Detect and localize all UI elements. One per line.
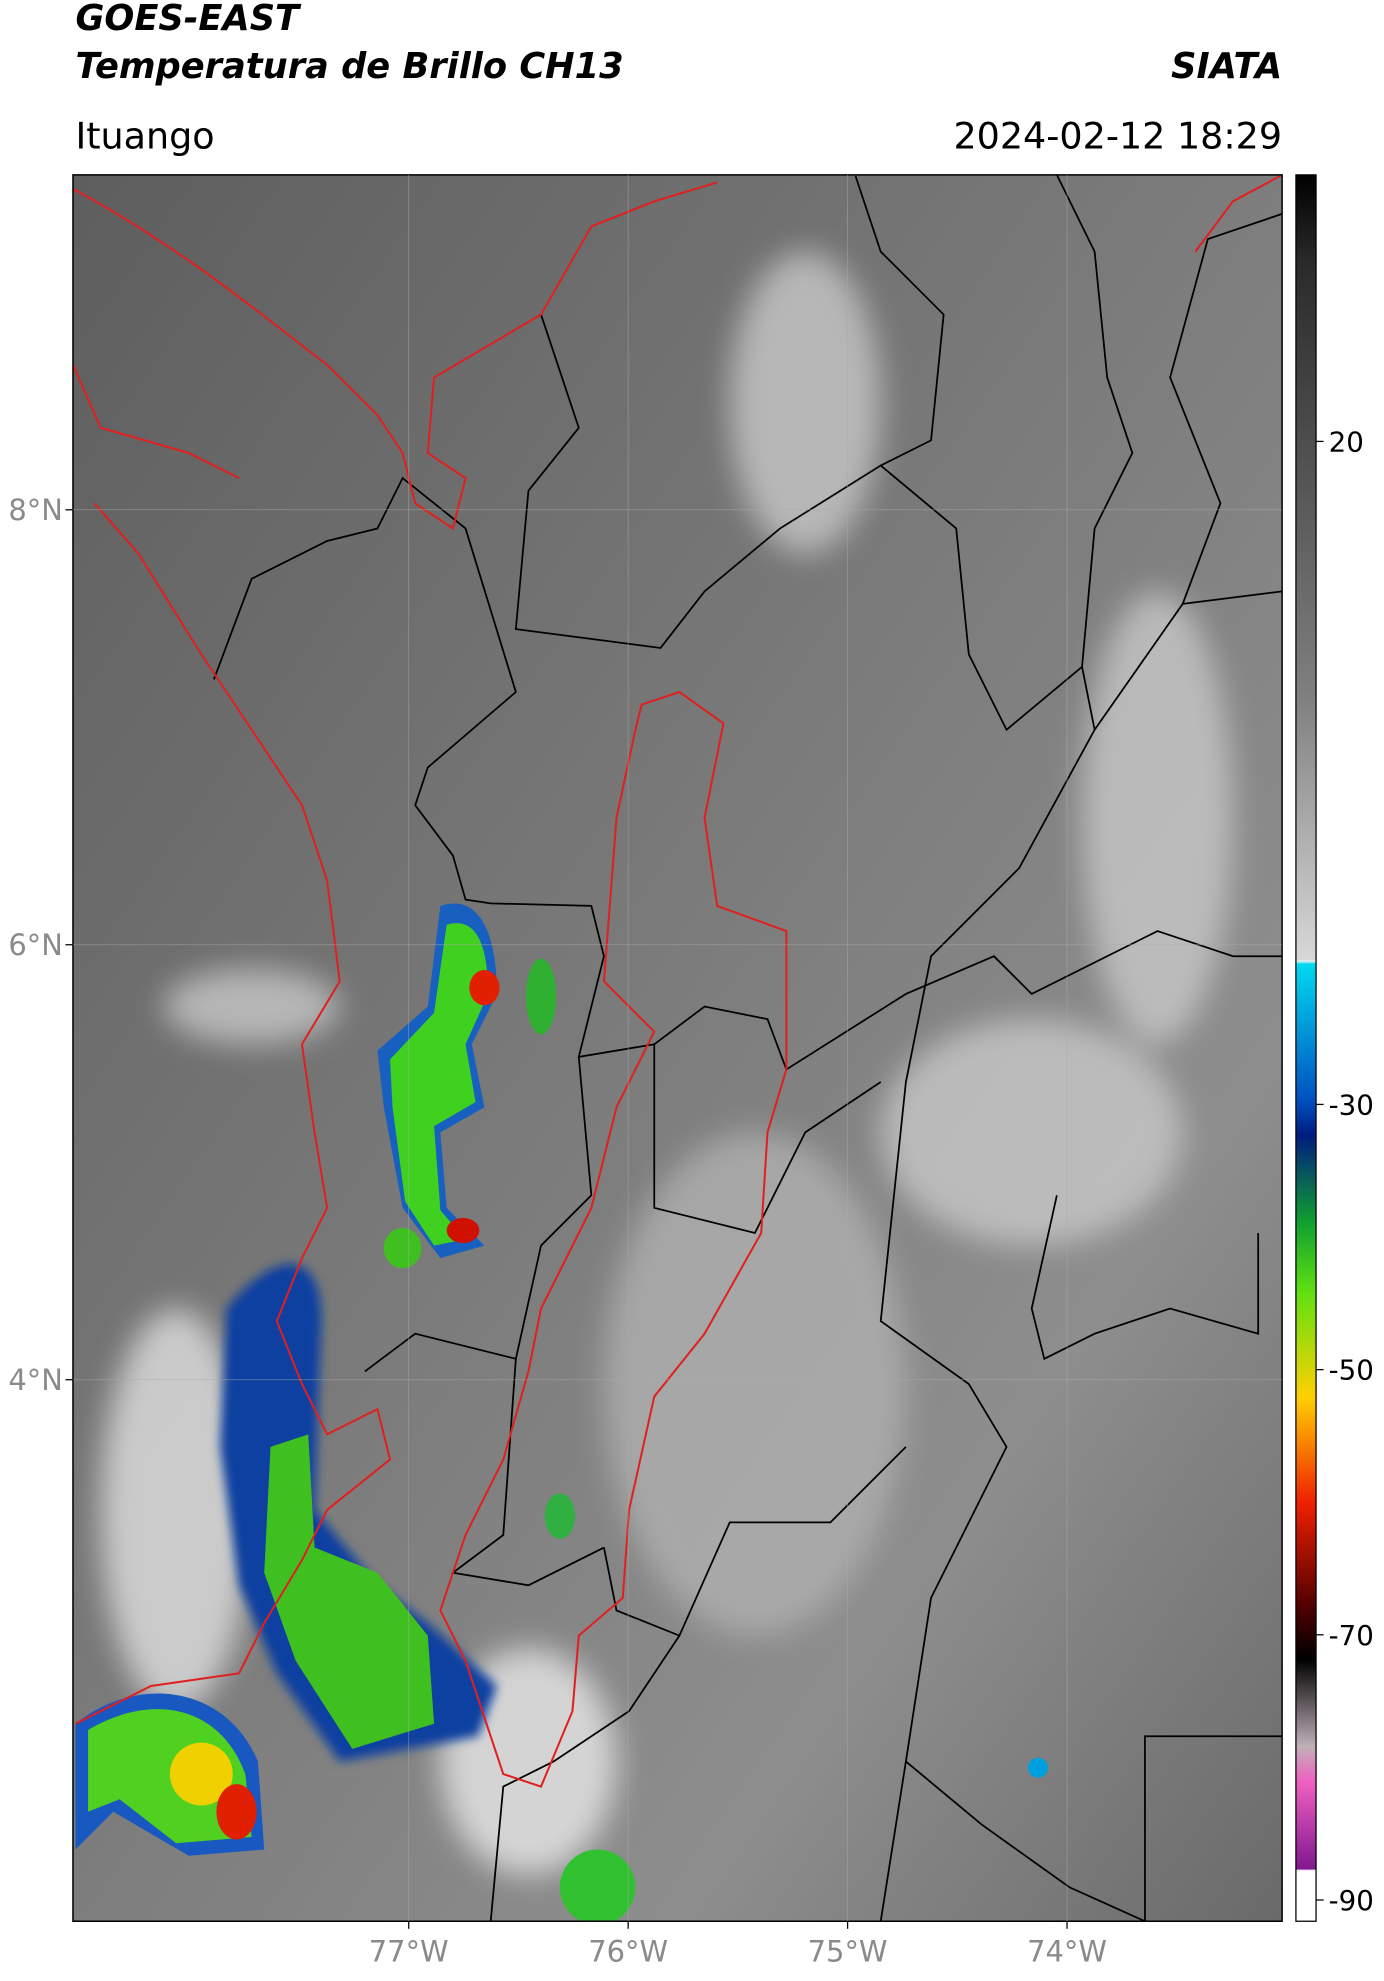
title: GOES-EAST — [75, 0, 302, 39]
colorbar-label: 20 — [1329, 425, 1364, 458]
satellite-image — [72, 174, 1283, 1922]
lat-tick-label: 4°N — [8, 1363, 63, 1397]
lon-tick-label: 74°W — [1027, 1934, 1107, 1968]
lat-tick-label: 6°N — [8, 928, 63, 962]
map-frame — [72, 174, 1283, 1922]
colorbar-label: -90 — [1329, 1884, 1374, 1917]
brand: SIATA — [1171, 46, 1282, 87]
lon-tick-label: 75°W — [808, 1934, 888, 1968]
region: Ituango — [75, 114, 214, 157]
colorbar-label: -50 — [1329, 1354, 1374, 1387]
colorbar-label: -70 — [1329, 1619, 1374, 1652]
lon-tick-label: 77°W — [369, 1934, 449, 1968]
lat-tick-label: 8°N — [8, 493, 63, 527]
datetime: 2024-02-12 18:29 — [953, 114, 1282, 157]
colorbar — [1295, 174, 1317, 1922]
lon-tick-label: 76°W — [588, 1934, 668, 1968]
subtitle: Temperatura de Brillo CH13 — [75, 46, 623, 87]
colorbar-label: -30 — [1329, 1088, 1374, 1121]
